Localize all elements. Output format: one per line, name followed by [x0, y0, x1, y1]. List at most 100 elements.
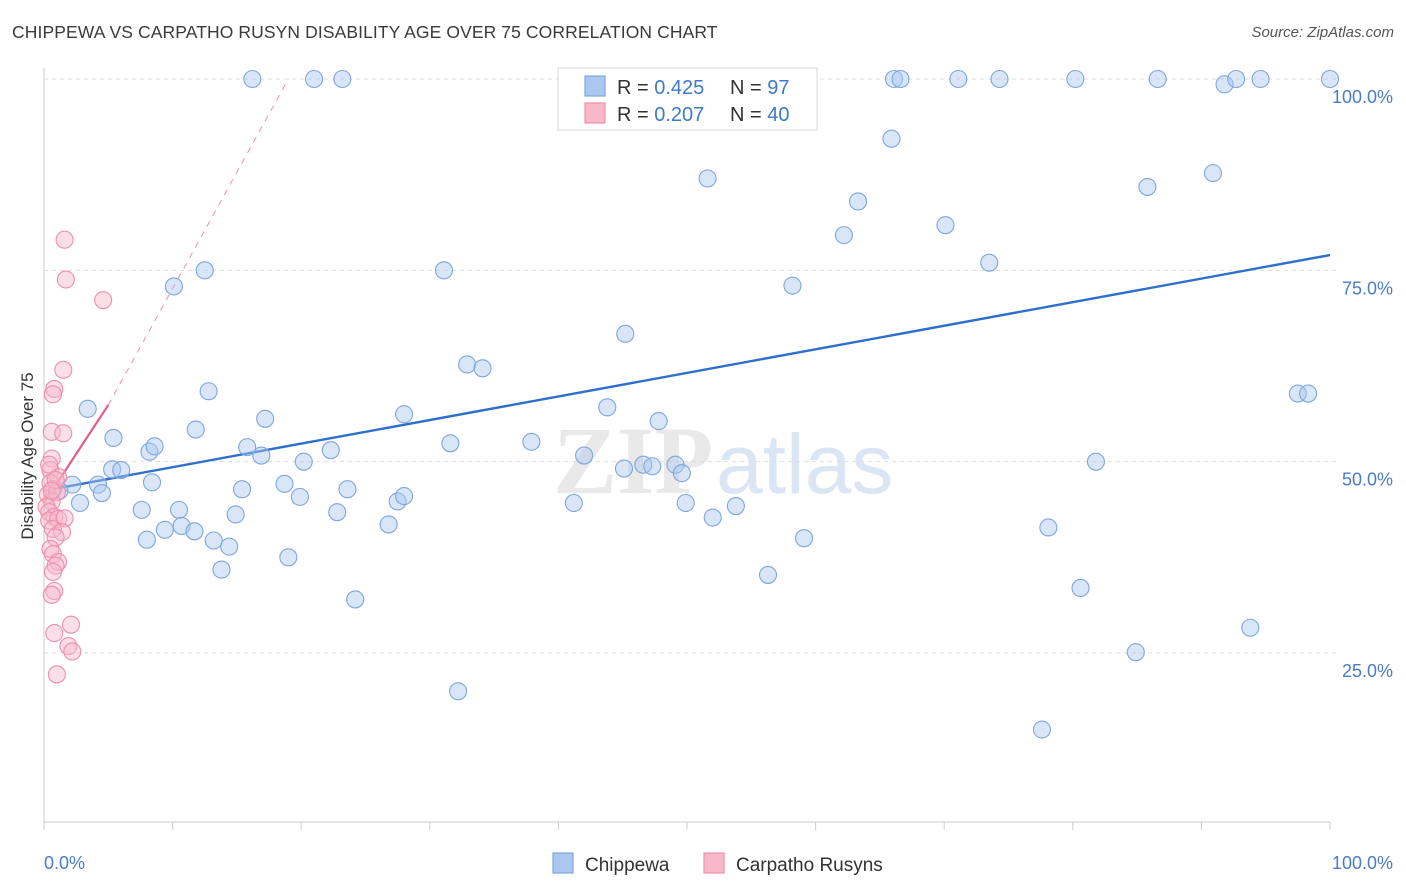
rusyn-point — [42, 492, 61, 511]
rusyn-point — [42, 585, 61, 604]
chippewa-point — [1066, 69, 1085, 89]
rusyn-point — [94, 291, 113, 310]
chippewa-point — [321, 441, 340, 460]
chippewa-point — [88, 475, 108, 494]
chippewa-point — [395, 405, 414, 424]
legend-n-label: N = — [730, 77, 767, 99]
chippewa-point — [1251, 69, 1270, 89]
svg-text:R = 0.207: R = 0.207 — [617, 104, 704, 126]
chippewa-point — [1299, 384, 1318, 403]
rusyn-point — [45, 624, 64, 643]
watermark-atlas: atlas — [716, 417, 893, 511]
rusyn-point — [55, 509, 74, 528]
rusyn-point — [46, 470, 65, 490]
chippewa-point — [726, 497, 745, 516]
source-label: Source: ZipAtlas.com — [1251, 24, 1394, 41]
chippewa-point — [1215, 75, 1234, 94]
chippewa-point — [936, 216, 955, 235]
chippewa-point — [672, 464, 691, 483]
chippewa-point — [1241, 618, 1260, 637]
chippewa-point — [891, 69, 910, 89]
chippewa-point — [1032, 720, 1051, 739]
chippewa-point — [522, 432, 541, 451]
rusyn-point — [40, 511, 59, 530]
bottom-legend-rusyn: Carpatho Rusyns — [736, 855, 883, 876]
y-tick-label: 75.0% — [1342, 278, 1393, 298]
chippewa-point — [328, 503, 347, 522]
chippewa-point — [238, 438, 257, 457]
chippewa-point — [204, 531, 223, 550]
chippewa-point — [1288, 384, 1307, 403]
chippewa-point — [1126, 643, 1145, 662]
rusyn-point — [42, 422, 61, 441]
chippewa-point — [379, 515, 398, 534]
chippewa-points — [50, 69, 1340, 739]
chippewa-point — [434, 261, 453, 280]
legend-swatch-chippewa — [584, 75, 606, 97]
grid-lines — [44, 78, 1340, 654]
rusyn-point — [43, 385, 63, 404]
chippewa-point — [564, 493, 583, 513]
x-tick-label-max: 100.0% — [1332, 853, 1393, 873]
chippewa-point — [140, 442, 159, 461]
chippewa-point — [598, 398, 617, 417]
legend-r-value: 0.425 — [654, 77, 704, 99]
chippewa-point — [449, 682, 468, 701]
carpatho-rusyn-points — [37, 230, 113, 684]
rusyn-point — [54, 360, 73, 379]
chippewa-point — [294, 452, 313, 471]
chippewa-point — [1086, 452, 1105, 471]
chippewa-point — [1138, 177, 1157, 196]
rusyn-point — [56, 270, 75, 289]
chippewa-point — [1148, 69, 1167, 89]
trend-line-rusyn — [43, 404, 110, 504]
svg-text:R = 0.425: R = 0.425 — [617, 77, 704, 99]
chippewa-point — [333, 69, 352, 89]
rusyn-point — [40, 455, 59, 474]
series-legend: Chippewa Carpatho Rusyns — [552, 852, 883, 876]
chart-title: CHIPPEWA VS CARPATHO RUSYN DISABILITY AG… — [12, 22, 718, 42]
correlation-legend: R = 0.425 N = 97 R = 0.207 N = 40 — [557, 67, 818, 131]
chippewa-point — [698, 169, 717, 188]
chippewa-point — [155, 520, 174, 539]
chippewa-point — [169, 500, 189, 519]
y-axis-title: Disability Age Over 75 — [18, 372, 37, 539]
chippewa-point — [1227, 69, 1246, 89]
chippewa-point — [834, 226, 853, 245]
chippewa-point — [473, 359, 492, 378]
bottom-legend-swatch-chippewa — [552, 852, 574, 874]
chippewa-point — [137, 530, 156, 549]
legend-n-value: 97 — [767, 77, 789, 99]
chippewa-point — [758, 565, 778, 584]
chippewa-point — [990, 69, 1009, 89]
chippewa-point — [279, 548, 298, 567]
chippewa-point — [980, 253, 999, 272]
chippewa-point — [142, 473, 162, 492]
chippewa-point — [145, 437, 164, 456]
chippewa-point — [164, 277, 183, 296]
chippewa-point — [395, 487, 414, 506]
chippewa-point — [614, 459, 634, 478]
chippewa-point — [212, 560, 231, 579]
chippewa-point — [252, 446, 271, 465]
y-tick-label: 25.0% — [1342, 661, 1393, 681]
chippewa-point — [783, 276, 802, 295]
bottom-legend-swatch-rusyn — [703, 852, 725, 874]
svg-text:N = 97: N = 97 — [730, 77, 790, 99]
chippewa-point — [441, 434, 460, 453]
chippewa-point — [305, 69, 324, 89]
chippewa-point — [643, 457, 662, 476]
chippewa-point — [275, 474, 294, 493]
legend-n-label: N = — [730, 104, 767, 126]
chippewa-point — [1071, 578, 1090, 597]
chippewa-point — [185, 522, 204, 541]
chippewa-point — [226, 505, 245, 524]
rusyn-point — [55, 230, 74, 249]
chippewa-point — [1320, 69, 1340, 89]
chippewa-point — [220, 537, 239, 556]
legend-r-label: R = — [617, 77, 654, 99]
chippewa-point — [1039, 518, 1058, 537]
trend-line-chippewa — [43, 253, 1331, 492]
chippewa-point — [195, 261, 214, 280]
